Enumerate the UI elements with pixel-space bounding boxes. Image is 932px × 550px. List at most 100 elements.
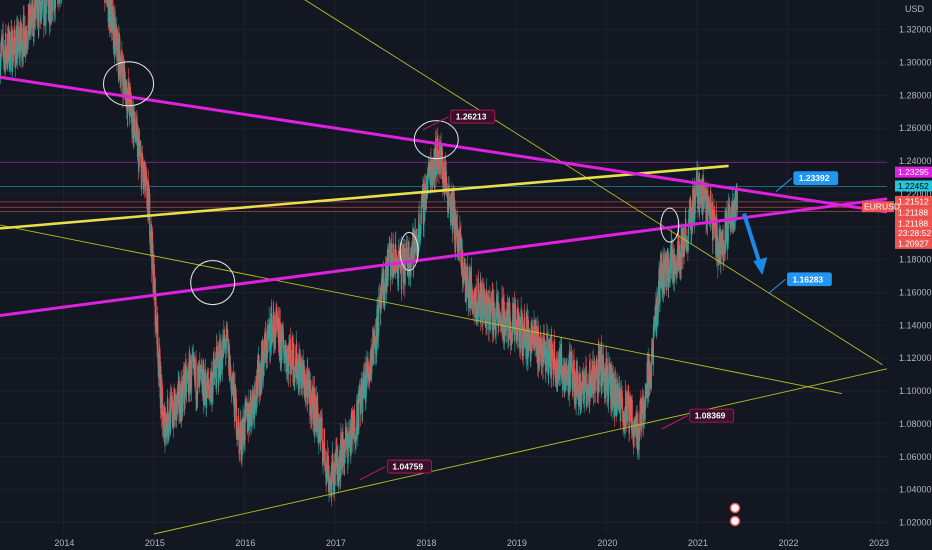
- candle-body: [454, 210, 456, 248]
- candle-body: [682, 256, 684, 258]
- candle-body: [325, 468, 327, 475]
- candle-body: [16, 25, 19, 58]
- candle-body: [284, 350, 286, 359]
- candle-body: [143, 175, 145, 183]
- candle-body: [686, 244, 689, 246]
- event-flag-icon[interactable]: [729, 502, 741, 514]
- candle-body: [150, 224, 153, 249]
- candle-body: [721, 244, 723, 246]
- candle-body: [562, 376, 564, 378]
- candle-body: [498, 315, 500, 326]
- candle-body: [207, 379, 210, 388]
- candle-body: [665, 262, 667, 264]
- candle-body: [130, 101, 132, 118]
- callout-box: [450, 109, 496, 124]
- candle-body: [522, 335, 525, 356]
- candle-body: [175, 394, 177, 396]
- candle-body: [249, 425, 251, 428]
- candle-body: [301, 378, 303, 389]
- candle-body: [528, 337, 530, 349]
- candle-body: [420, 196, 423, 206]
- price-tags: 1.232951.224521.215121.211881.2118823:28…: [862, 166, 932, 249]
- candle-body: [28, 4, 30, 35]
- candle-body: [289, 339, 291, 351]
- candle-body: [110, 0, 112, 33]
- candle-body: [520, 309, 523, 311]
- candle-body: [114, 30, 117, 47]
- candle-body: [138, 141, 141, 153]
- candle-body: [644, 383, 647, 411]
- candle-body: [203, 365, 205, 406]
- candle-body: [281, 331, 283, 361]
- candle-body: [478, 289, 480, 310]
- candle-body: [432, 172, 434, 187]
- candle-body: [529, 338, 532, 361]
- candle-body: [340, 442, 343, 455]
- candle-body: [136, 124, 138, 129]
- candle-body: [356, 400, 358, 403]
- candle-body: [729, 207, 731, 209]
- candle-body: [483, 300, 486, 318]
- candle-body: [164, 426, 166, 444]
- candle-body: [668, 258, 670, 278]
- candle-body: [116, 26, 118, 52]
- candle-body: [597, 359, 599, 390]
- candle-body: [119, 37, 121, 54]
- candle-body: [563, 367, 565, 377]
- candle-body: [135, 141, 137, 142]
- economic-events[interactable]: [729, 502, 741, 527]
- candle-body: [131, 128, 133, 133]
- candle-body: [367, 362, 369, 376]
- candle-body: [404, 258, 407, 260]
- candle-body: [248, 402, 250, 425]
- callout-pointer: [422, 116, 449, 131]
- candle-body: [733, 199, 736, 221]
- candle-body: [271, 324, 274, 333]
- candle-body: [552, 349, 554, 370]
- candle-body: [153, 263, 155, 280]
- candle-body: [550, 343, 552, 356]
- candle-body: [238, 419, 240, 429]
- candle-body: [587, 385, 589, 396]
- candle-body: [411, 249, 413, 256]
- event-flag-icon[interactable]: [729, 515, 741, 527]
- candle-body: [632, 434, 635, 445]
- candle-body: [328, 465, 330, 492]
- candle-body: [439, 142, 441, 155]
- thin-trendline: [304, 0, 883, 366]
- candle-body: [577, 374, 579, 398]
- candle-body: [137, 136, 139, 158]
- candle-body: [514, 308, 517, 311]
- candle-body: [609, 369, 611, 376]
- candle-body: [220, 341, 222, 380]
- candle-body: [675, 262, 677, 275]
- candle-body: [387, 249, 390, 267]
- candle-body: [659, 260, 661, 272]
- candle-body: [525, 331, 527, 343]
- candle-body: [223, 337, 226, 349]
- candle-body: [537, 328, 539, 364]
- candle-body: [610, 368, 612, 409]
- candle-body: [134, 132, 137, 138]
- candle-body: [170, 396, 172, 399]
- candle-body: [590, 386, 592, 390]
- candle-body: [509, 309, 511, 329]
- candle-body: [206, 375, 209, 399]
- price-axis[interactable]: USD 1.320001.300001.280001.260001.240001…: [899, 4, 932, 527]
- candle-body: [629, 396, 631, 411]
- candle-body: [177, 391, 179, 406]
- candle-body: [178, 381, 180, 411]
- candle-body: [9, 32, 11, 70]
- candle-body: [422, 187, 424, 224]
- candle-body: [638, 429, 641, 440]
- candle-body: [377, 335, 379, 341]
- time-axis[interactable]: 2014 2015 2016 2017 2018 2019 2020 2021 2022 2023: [54, 538, 889, 548]
- candle-body: [566, 375, 569, 377]
- candle-body: [33, 10, 35, 36]
- candle-body: [221, 355, 223, 369]
- candle-body: [30, 22, 32, 31]
- price-tag-label: 1.21188: [898, 218, 928, 228]
- candle-body: [265, 339, 267, 360]
- candle-body: [494, 308, 496, 331]
